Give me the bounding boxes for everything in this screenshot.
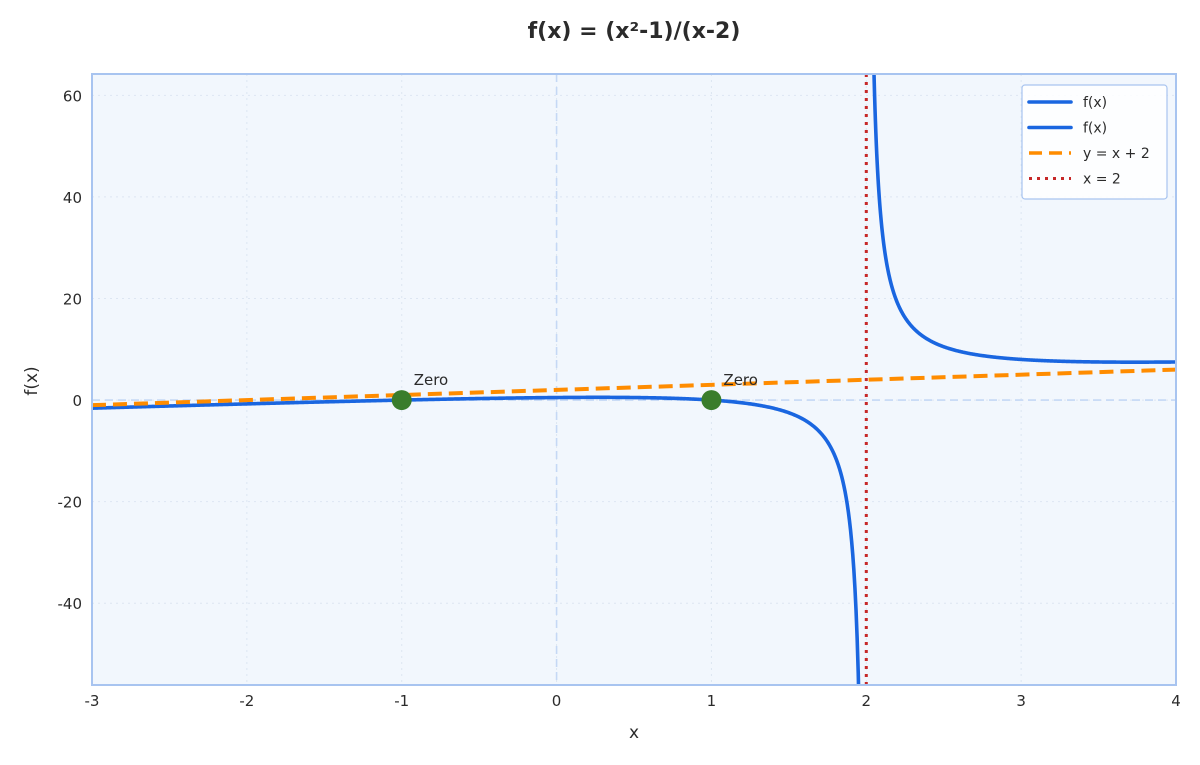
grid-lines [92,74,1176,685]
zero-marker [701,390,722,411]
legend-label: y = x + 2 [1083,146,1150,162]
x-tick-label: -3 [85,692,100,710]
chart-title: f(x) = (x²-1)/(x-2) [528,19,741,44]
series-line-2 [92,367,1176,408]
y-tick-label: -40 [58,595,83,613]
plot-area [92,74,1176,685]
legend-label: f(x) [1083,121,1107,137]
x-tick-label: 0 [552,692,562,710]
zero-annotation: Zero [414,371,449,389]
legend: f(x) f(x) y = x + 2 x = 2 [1021,84,1168,200]
legend-label: x = 2 [1083,172,1121,188]
zero-marker [391,390,412,411]
series-line-0 [92,395,861,685]
y-axis-ticks: -40 -20 0 20 40 60 [58,87,83,613]
legend-label: f(x) [1083,95,1107,111]
legend-box [1021,84,1168,200]
x-tick-label: -2 [239,692,254,710]
legend-item: f(x) [1027,95,1107,111]
y-tick-label: 20 [63,290,82,308]
y-tick-label: 40 [63,189,82,207]
x-tick-label: 4 [1171,692,1181,710]
y-axis-label: f(x) [22,366,42,395]
x-tick-label: 2 [862,692,872,710]
zero-markers: Zero Zero [391,371,758,411]
x-tick-label: -1 [394,692,409,710]
legend-item: y = x + 2 [1029,146,1150,162]
x-tick-label: 1 [707,692,717,710]
y-tick-label: -20 [58,494,83,512]
x-axis-label: x [629,723,639,743]
y-tick-label: 0 [72,392,82,410]
legend-item: f(x) [1027,121,1107,137]
plot-frame [91,73,1177,686]
y-tick-label: 60 [63,87,82,105]
x-axis-ticks: -3 -2 -1 0 1 2 3 4 [85,692,1181,710]
x-tick-label: 3 [1016,692,1026,710]
legend-item: x = 2 [1029,172,1121,188]
reference-lines [92,74,1176,685]
zero-annotation: Zero [723,371,758,389]
data-series [92,74,1176,685]
series-line-1 [872,74,1176,364]
